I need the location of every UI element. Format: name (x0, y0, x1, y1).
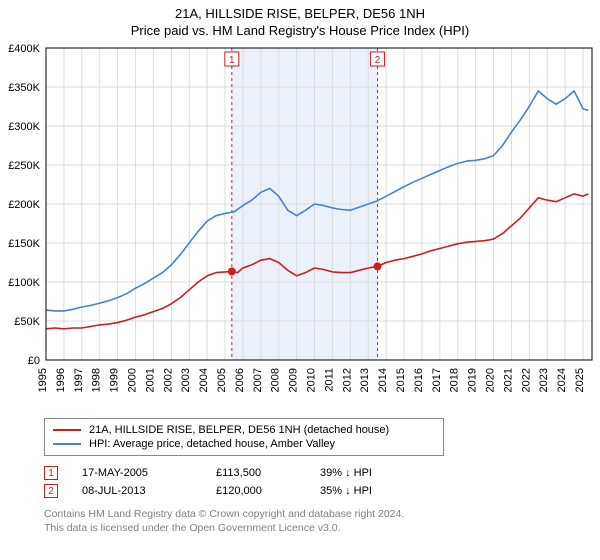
svg-text:2015: 2015 (395, 368, 407, 392)
svg-text:2017: 2017 (431, 368, 443, 392)
sale-marker-label: 2 (48, 486, 54, 497)
svg-text:2016: 2016 (413, 368, 425, 392)
legend-box: 21A, HILLSIDE RISE, BELPER, DE56 1NH (de… (44, 418, 444, 456)
svg-text:1998: 1998 (91, 368, 103, 392)
svg-text:1997: 1997 (73, 368, 85, 392)
sale-price: £113,500 (216, 467, 296, 479)
svg-text:2011: 2011 (323, 368, 335, 392)
legend-label: 21A, HILLSIDE RISE, BELPER, DE56 1NH (de… (89, 424, 389, 436)
svg-text:2019: 2019 (467, 368, 479, 392)
svg-text:2013: 2013 (359, 368, 371, 392)
svg-text:2024: 2024 (556, 368, 568, 392)
legend-swatch-property (53, 429, 81, 431)
sale-delta: 35% ↓ HPI (320, 485, 400, 497)
svg-text:2023: 2023 (538, 368, 550, 392)
svg-text:2014: 2014 (377, 368, 389, 392)
svg-text:£150K: £150K (8, 238, 40, 250)
sale-marker-label: 1 (48, 468, 54, 479)
svg-text:2010: 2010 (306, 368, 318, 392)
sale-date: 08-JUL-2013 (82, 485, 192, 497)
sales-row: 1 17-MAY-2005 £113,500 39% ↓ HPI (44, 464, 600, 482)
svg-text:2002: 2002 (162, 368, 174, 392)
legend-row: HPI: Average price, detached house, Ambe… (53, 437, 435, 451)
svg-text:2012: 2012 (341, 368, 353, 392)
svg-text:2009: 2009 (288, 368, 300, 392)
svg-text:1995: 1995 (37, 368, 49, 392)
svg-text:2018: 2018 (449, 368, 461, 392)
svg-text:2007: 2007 (252, 368, 264, 392)
svg-text:£400K: £400K (8, 43, 40, 55)
svg-text:£100K: £100K (8, 277, 40, 289)
attribution: Contains HM Land Registry data © Crown c… (44, 508, 600, 535)
sale-marker-2: 2 (44, 484, 58, 498)
attribution-line1: Contains HM Land Registry data © Crown c… (44, 508, 600, 522)
legend-label: HPI: Average price, detached house, Ambe… (89, 438, 335, 450)
svg-text:£300K: £300K (8, 121, 40, 133)
sales-table: 1 17-MAY-2005 £113,500 39% ↓ HPI 2 08-JU… (44, 464, 600, 500)
svg-text:2021: 2021 (502, 368, 514, 392)
svg-text:2025: 2025 (574, 368, 586, 392)
svg-text:£250K: £250K (8, 160, 40, 172)
svg-text:2005: 2005 (216, 368, 228, 392)
svg-text:2001: 2001 (144, 368, 156, 392)
svg-text:2008: 2008 (270, 368, 282, 392)
sale-delta: 39% ↓ HPI (320, 467, 400, 479)
sale-marker-1: 1 (44, 466, 58, 480)
legend-swatch-hpi (53, 443, 81, 445)
chart-container: £0 £50K £100K £150K £200K £250K £300K £350K £400… (0, 42, 600, 412)
svg-text:1996: 1996 (55, 368, 67, 392)
svg-text:1: 1 (229, 55, 235, 66)
page-title: 21A, HILLSIDE RISE, BELPER, DE56 1NH (0, 0, 600, 21)
legend-row: 21A, HILLSIDE RISE, BELPER, DE56 1NH (de… (53, 423, 435, 437)
svg-text:2000: 2000 (127, 368, 139, 392)
sale-date: 17-MAY-2005 (82, 467, 192, 479)
sales-row: 2 08-JUL-2013 £120,000 35% ↓ HPI (44, 482, 600, 500)
svg-text:2003: 2003 (180, 368, 192, 392)
svg-text:£350K: £350K (8, 82, 40, 94)
svg-text:£0: £0 (28, 355, 40, 367)
svg-text:2022: 2022 (520, 368, 532, 392)
svg-text:2020: 2020 (485, 368, 497, 392)
svg-text:2: 2 (375, 55, 381, 66)
svg-text:2006: 2006 (234, 368, 246, 392)
svg-text:2004: 2004 (198, 368, 210, 392)
page-subtitle: Price paid vs. HM Land Registry's House … (0, 21, 600, 42)
price-chart: £0 £50K £100K £150K £200K £250K £300K £350K £400… (0, 42, 600, 412)
svg-text:1999: 1999 (109, 368, 121, 392)
sale-price: £120,000 (216, 485, 296, 497)
attribution-line2: This data is licensed under the Open Gov… (44, 522, 600, 536)
svg-text:£50K: £50K (14, 316, 40, 328)
svg-text:£200K: £200K (8, 199, 40, 211)
